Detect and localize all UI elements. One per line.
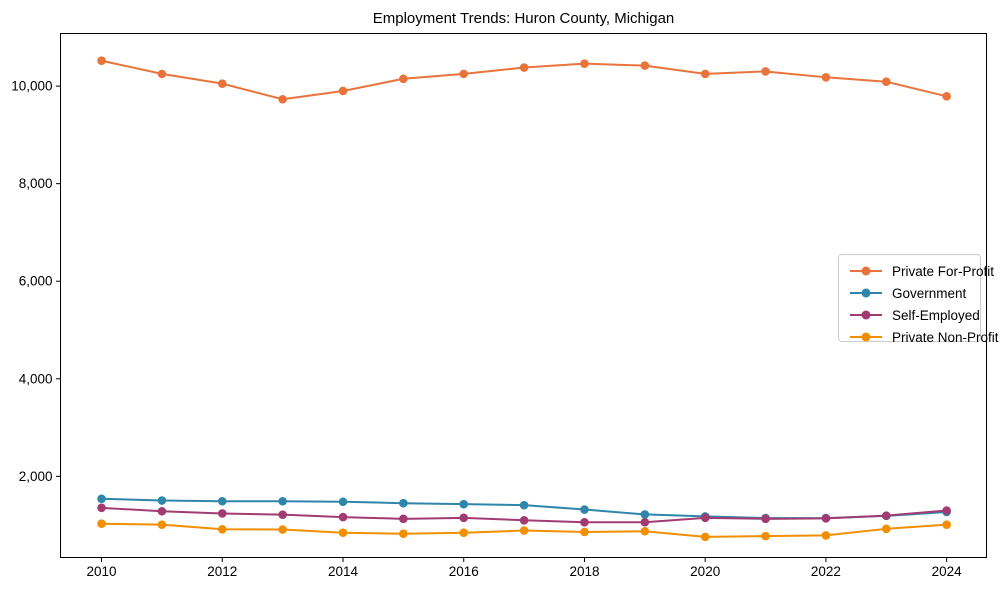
y-tick-label: 6,000: [19, 274, 53, 289]
data-point-government: [640, 510, 650, 519]
data-point-government: [459, 499, 469, 509]
data-point-private-non-profit: [580, 527, 589, 537]
legend-marker-icon-self-employed: [850, 310, 882, 320]
legend-item-government: Government: [839, 282, 980, 304]
data-point-government: [338, 497, 348, 507]
data-point-private-for-profit: [640, 61, 650, 70]
data-point-private-non-profit: [942, 520, 951, 529]
data-point-private-non-profit: [97, 519, 106, 528]
data-point-private-non-profit: [821, 531, 831, 540]
data-point-private-non-profit: [157, 520, 167, 529]
data-point-private-for-profit: [761, 67, 770, 76]
data-point-private-for-profit: [700, 69, 710, 79]
data-point-private-non-profit: [338, 528, 348, 538]
data-point-private-non-profit: [399, 529, 408, 538]
data-point-self-employed: [640, 517, 650, 527]
legend-label-private-non-profit: Private Non-Profit: [892, 329, 999, 345]
data-point-government: [217, 496, 227, 506]
data-point-self-employed: [821, 514, 831, 523]
data-point-private-non-profit: [519, 526, 529, 535]
plot-frame: [60, 33, 987, 558]
data-point-self-employed: [700, 513, 710, 523]
data-point-self-employed: [881, 511, 891, 520]
legend-marker-icon-private-non-profit: [850, 332, 882, 342]
x-tick-label: 2020: [690, 564, 720, 579]
x-tick-label: 2022: [811, 564, 841, 579]
data-point-government: [519, 500, 529, 510]
data-point-private-non-profit: [761, 531, 770, 541]
x-tick-label: 2010: [87, 564, 117, 579]
data-point-government: [399, 498, 408, 508]
data-point-private-for-profit: [942, 92, 951, 101]
data-point-government: [278, 496, 287, 506]
y-tick-label: 4,000: [19, 371, 53, 386]
data-point-private-for-profit: [881, 77, 891, 86]
data-point-private-for-profit: [519, 63, 529, 72]
data-point-government: [580, 505, 589, 514]
data-point-private-for-profit: [278, 94, 287, 104]
legend-label-self-employed: Self-Employed: [892, 307, 980, 323]
data-point-private-non-profit: [700, 532, 710, 542]
data-point-private-non-profit: [881, 524, 891, 534]
data-point-private-non-profit: [640, 526, 650, 536]
data-point-private-for-profit: [157, 69, 167, 79]
data-point-self-employed: [459, 513, 469, 523]
y-tick-label: 10,000: [11, 79, 52, 94]
data-point-private-for-profit: [97, 56, 106, 66]
data-point-government: [157, 496, 167, 505]
data-point-private-for-profit: [580, 59, 589, 68]
data-point-private-for-profit: [338, 86, 348, 96]
x-tick-label: 2018: [569, 564, 599, 579]
data-point-self-employed: [217, 509, 227, 518]
legend-marker-icon-private-for-profit: [850, 266, 882, 276]
data-point-self-employed: [338, 512, 348, 522]
data-point-private-non-profit: [278, 525, 287, 534]
legend-item-self-employed: Self-Employed: [839, 304, 980, 326]
data-point-self-employed: [278, 510, 287, 519]
chart-title: Employment Trends: Huron County, Michiga…: [372, 10, 675, 27]
x-tick-label: 2014: [328, 564, 359, 579]
data-point-private-for-profit: [459, 69, 469, 79]
data-point-self-employed: [580, 517, 589, 527]
data-point-private-for-profit: [821, 73, 831, 82]
legend-item-private-for-profit: Private For-Profit: [839, 260, 994, 282]
data-point-private-non-profit: [459, 528, 469, 538]
data-point-self-employed: [519, 515, 529, 525]
data-point-self-employed: [97, 503, 106, 513]
legend-label-government: Government: [892, 285, 967, 301]
legend: Private For-Profit Government Self-Employe…: [838, 254, 999, 345]
legend-label-private-for-profit: Private For-Profit: [892, 263, 995, 279]
x-tick-label: 2016: [449, 564, 479, 579]
x-tick-label: 2012: [207, 564, 237, 579]
data-point-government: [97, 494, 106, 504]
data-point-private-for-profit: [217, 79, 227, 88]
data-point-self-employed: [399, 514, 408, 524]
x-tick-label: 2024: [932, 564, 963, 579]
data-point-private-non-profit: [217, 525, 227, 534]
y-tick-label: 8,000: [19, 176, 53, 191]
data-point-self-employed: [157, 506, 167, 516]
legend-marker-icon-government: [850, 288, 882, 298]
data-point-self-employed: [942, 506, 951, 515]
data-point-private-for-profit: [399, 74, 408, 84]
y-tick-label: 2,000: [19, 469, 53, 484]
legend-item-private-non-profit: Private Non-Profit: [839, 326, 999, 348]
data-point-self-employed: [761, 514, 770, 524]
